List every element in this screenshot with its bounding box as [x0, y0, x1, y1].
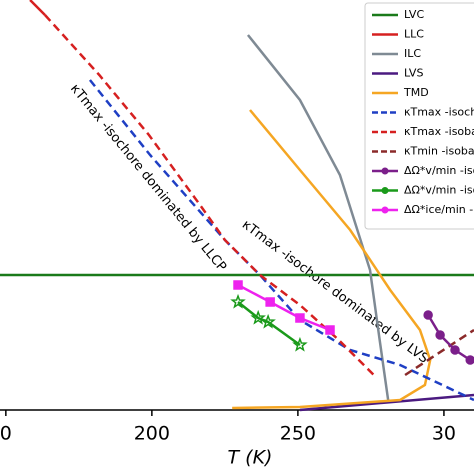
line: [237, 283, 331, 332]
line: [88, 79, 474, 402]
legend-marker: [381, 206, 389, 214]
legend: LVC LLC ILC LVS TMD κTmax -isochore κTmax -iso…: [364, 2, 474, 230]
marker: [450, 345, 460, 355]
x-tick-label: 200: [134, 423, 170, 445]
marker: [260, 313, 276, 329]
legend-label: ILC: [404, 47, 421, 60]
line: [44, 14, 375, 376]
legend-label: LLC: [404, 28, 424, 41]
line: [29, 0, 46, 16]
x-tick-label: 30: [432, 423, 456, 445]
line: [404, 328, 474, 377]
marker: [295, 313, 305, 323]
x-tick-label: 250: [280, 423, 316, 445]
legend-label: ΔΩ*v/min -isoba: [404, 184, 474, 197]
legend-label: κTmax -isochore: [404, 106, 474, 119]
legend-label: LVS: [404, 67, 423, 80]
legend-label: TMD: [403, 86, 429, 99]
line: [299, 393, 474, 412]
annotation: κTmax -isochore dominated by LLCP: [67, 81, 229, 274]
legend-label: ΔΩ*v/min -isocho: [404, 164, 474, 177]
line: [246, 34, 390, 401]
legend-box: [364, 2, 474, 230]
marker: [325, 325, 335, 335]
line: [427, 314, 471, 362]
x-tick-label: 0: [0, 423, 12, 445]
legend-label: κTmax -isobar: [404, 125, 474, 138]
marker: [292, 336, 308, 352]
legend-label: LVC: [404, 8, 424, 21]
legend-marker: [381, 187, 389, 194]
x-axis-label: T (K): [228, 447, 273, 469]
annotation: κTmax -isochore dominated by LVS: [239, 217, 431, 366]
marker: [233, 280, 243, 290]
legend-label: ΔΩ*ice/min -isot: [404, 203, 474, 216]
marker: [423, 310, 433, 320]
line: [232, 109, 432, 410]
legend-marker: [381, 167, 389, 175]
marker: [230, 293, 246, 309]
marker: [465, 355, 474, 365]
legend-label: κTmin -isobar: [404, 145, 474, 158]
marker: [265, 297, 275, 307]
marker: [250, 309, 266, 325]
marker: [435, 330, 445, 340]
